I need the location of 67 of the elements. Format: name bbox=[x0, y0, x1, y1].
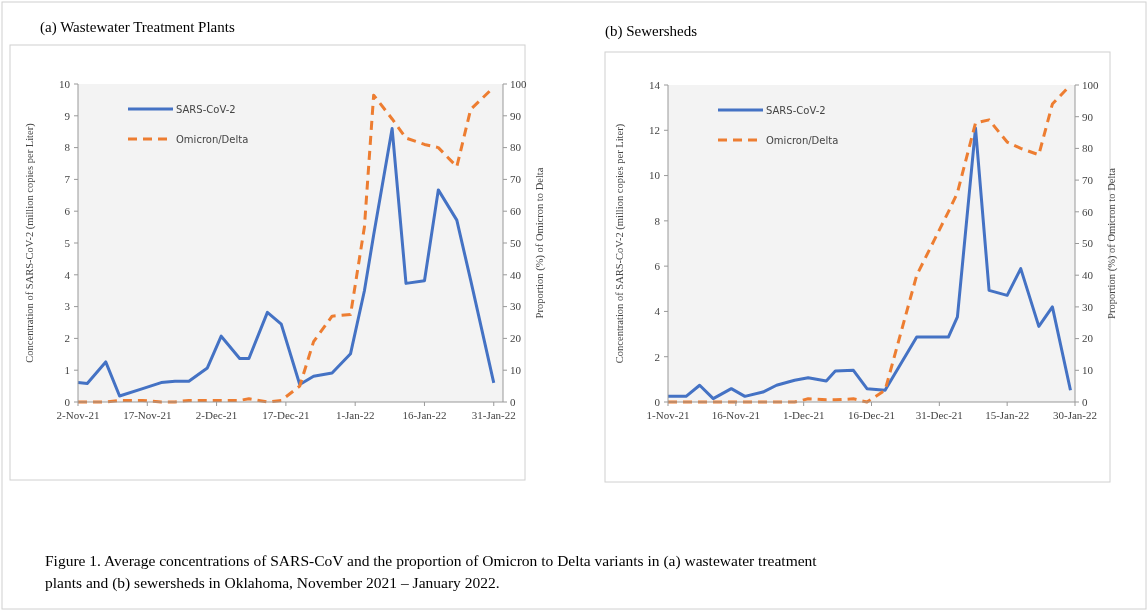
y-tick-label: 3 bbox=[64, 300, 71, 313]
x-tick-label: 1-Nov-21 bbox=[646, 409, 690, 421]
y2-tick-label: 60 bbox=[510, 205, 522, 218]
y-tick-label: 10 bbox=[59, 77, 71, 90]
x-tick-label: 16-Jan-22 bbox=[402, 409, 447, 421]
y2-tick-label: 10 bbox=[510, 364, 522, 377]
caption: Figure 1. Average concentrations of SARS-CoV and the proportion of Omicron to Delta variants in (a) wastewater treatment plants and (b) sewersheds in Oklahoma, November 2021 – January 2022. bbox=[45, 552, 818, 592]
y-axis-title: Concentration of SARS-CoV-2 (million copies per Liter) bbox=[24, 122, 36, 363]
y2-tick-label: 90 bbox=[510, 109, 522, 122]
y2-tick-label: 40 bbox=[510, 268, 522, 281]
y2-axis-title: Proportion (%) of Omicron to Delta bbox=[534, 167, 546, 319]
x-tick-label: 1-Jan-22 bbox=[335, 409, 375, 421]
y-tick-label: 6 bbox=[654, 259, 661, 272]
y-tick-label: 6 bbox=[64, 205, 71, 218]
y-tick-label: 2 bbox=[654, 350, 660, 363]
y2-tick-label: 0 bbox=[1082, 395, 1088, 408]
y2-tick-label: 100 bbox=[510, 77, 527, 90]
y2-tick-label: 50 bbox=[510, 236, 522, 249]
x-tick-label: 16-Nov-21 bbox=[711, 409, 760, 421]
x-tick-label: 2-Nov-21 bbox=[56, 409, 100, 421]
y-tick-label: 12 bbox=[649, 124, 660, 137]
y-tick-label: 2 bbox=[64, 332, 70, 345]
y-tick-label: 8 bbox=[654, 214, 661, 227]
legend-label: Omicron/Delta bbox=[176, 133, 249, 145]
y-tick-label: 9 bbox=[64, 109, 71, 122]
y2-tick-label: 60 bbox=[1082, 205, 1094, 218]
y2-tick-label: 20 bbox=[510, 332, 522, 345]
y2-tick-label: 100 bbox=[1082, 78, 1099, 91]
legend-label: Omicron/Delta bbox=[766, 134, 839, 146]
x-tick-label: 31-Jan-22 bbox=[471, 409, 516, 421]
y2-tick-label: 40 bbox=[1082, 269, 1094, 282]
x-tick-label: 15-Jan-22 bbox=[985, 409, 1030, 421]
y-tick-label: 7 bbox=[64, 173, 71, 186]
x-tick-label: 1-Dec-21 bbox=[782, 409, 825, 421]
y-tick-label: 10 bbox=[649, 169, 661, 182]
y2-axis-title: Proportion (%) of Omicron to Delta bbox=[1106, 167, 1118, 319]
y2-tick-label: 70 bbox=[1082, 173, 1094, 186]
x-tick-label: 17-Nov-21 bbox=[123, 409, 172, 421]
y2-tick-label: 30 bbox=[510, 300, 522, 313]
y-tick-label: 0 bbox=[654, 395, 661, 408]
y-tick-label: 1 bbox=[64, 364, 70, 377]
line-series bbox=[76, 127, 496, 398]
legend-label: SARS-CoV-2 bbox=[766, 104, 826, 116]
chart-title: (a) Wastewater Treatment Plants bbox=[40, 19, 235, 36]
y2-tick-label: 20 bbox=[1082, 332, 1094, 345]
legend-label: SARS-CoV-2 bbox=[176, 103, 236, 115]
y-tick-label: 4 bbox=[64, 268, 71, 281]
y-tick-label: 5 bbox=[64, 236, 71, 249]
y-tick-label: 14 bbox=[649, 78, 661, 91]
y2-tick-label: 80 bbox=[1082, 142, 1094, 155]
x-tick-label: 16-Dec-21 bbox=[847, 409, 896, 421]
y2-tick-label: 70 bbox=[510, 173, 522, 186]
y-tick-label: 4 bbox=[654, 305, 661, 318]
y-tick-label: 8 bbox=[64, 141, 71, 154]
y-axis-title: Concentration of SARS-CoV-2 (million copies per Liter) bbox=[614, 123, 626, 364]
y2-tick-label: 90 bbox=[1082, 110, 1094, 123]
y2-tick-label: 30 bbox=[1082, 300, 1094, 313]
y2-tick-label: 10 bbox=[1082, 364, 1094, 377]
y2-tick-label: 80 bbox=[510, 141, 522, 154]
x-tick-label: 17-Dec-21 bbox=[262, 409, 310, 421]
x-tick-label: 31-Dec-21 bbox=[915, 409, 963, 421]
chart-title: (b) Sewersheds bbox=[605, 23, 698, 40]
x-tick-label: 2-Dec-21 bbox=[195, 409, 238, 421]
x-tick-label: 30-Jan-22 bbox=[1053, 409, 1097, 421]
y2-tick-label: 50 bbox=[1082, 237, 1094, 250]
y-tick-label: 0 bbox=[64, 395, 71, 408]
y2-tick-label: 0 bbox=[510, 395, 516, 408]
